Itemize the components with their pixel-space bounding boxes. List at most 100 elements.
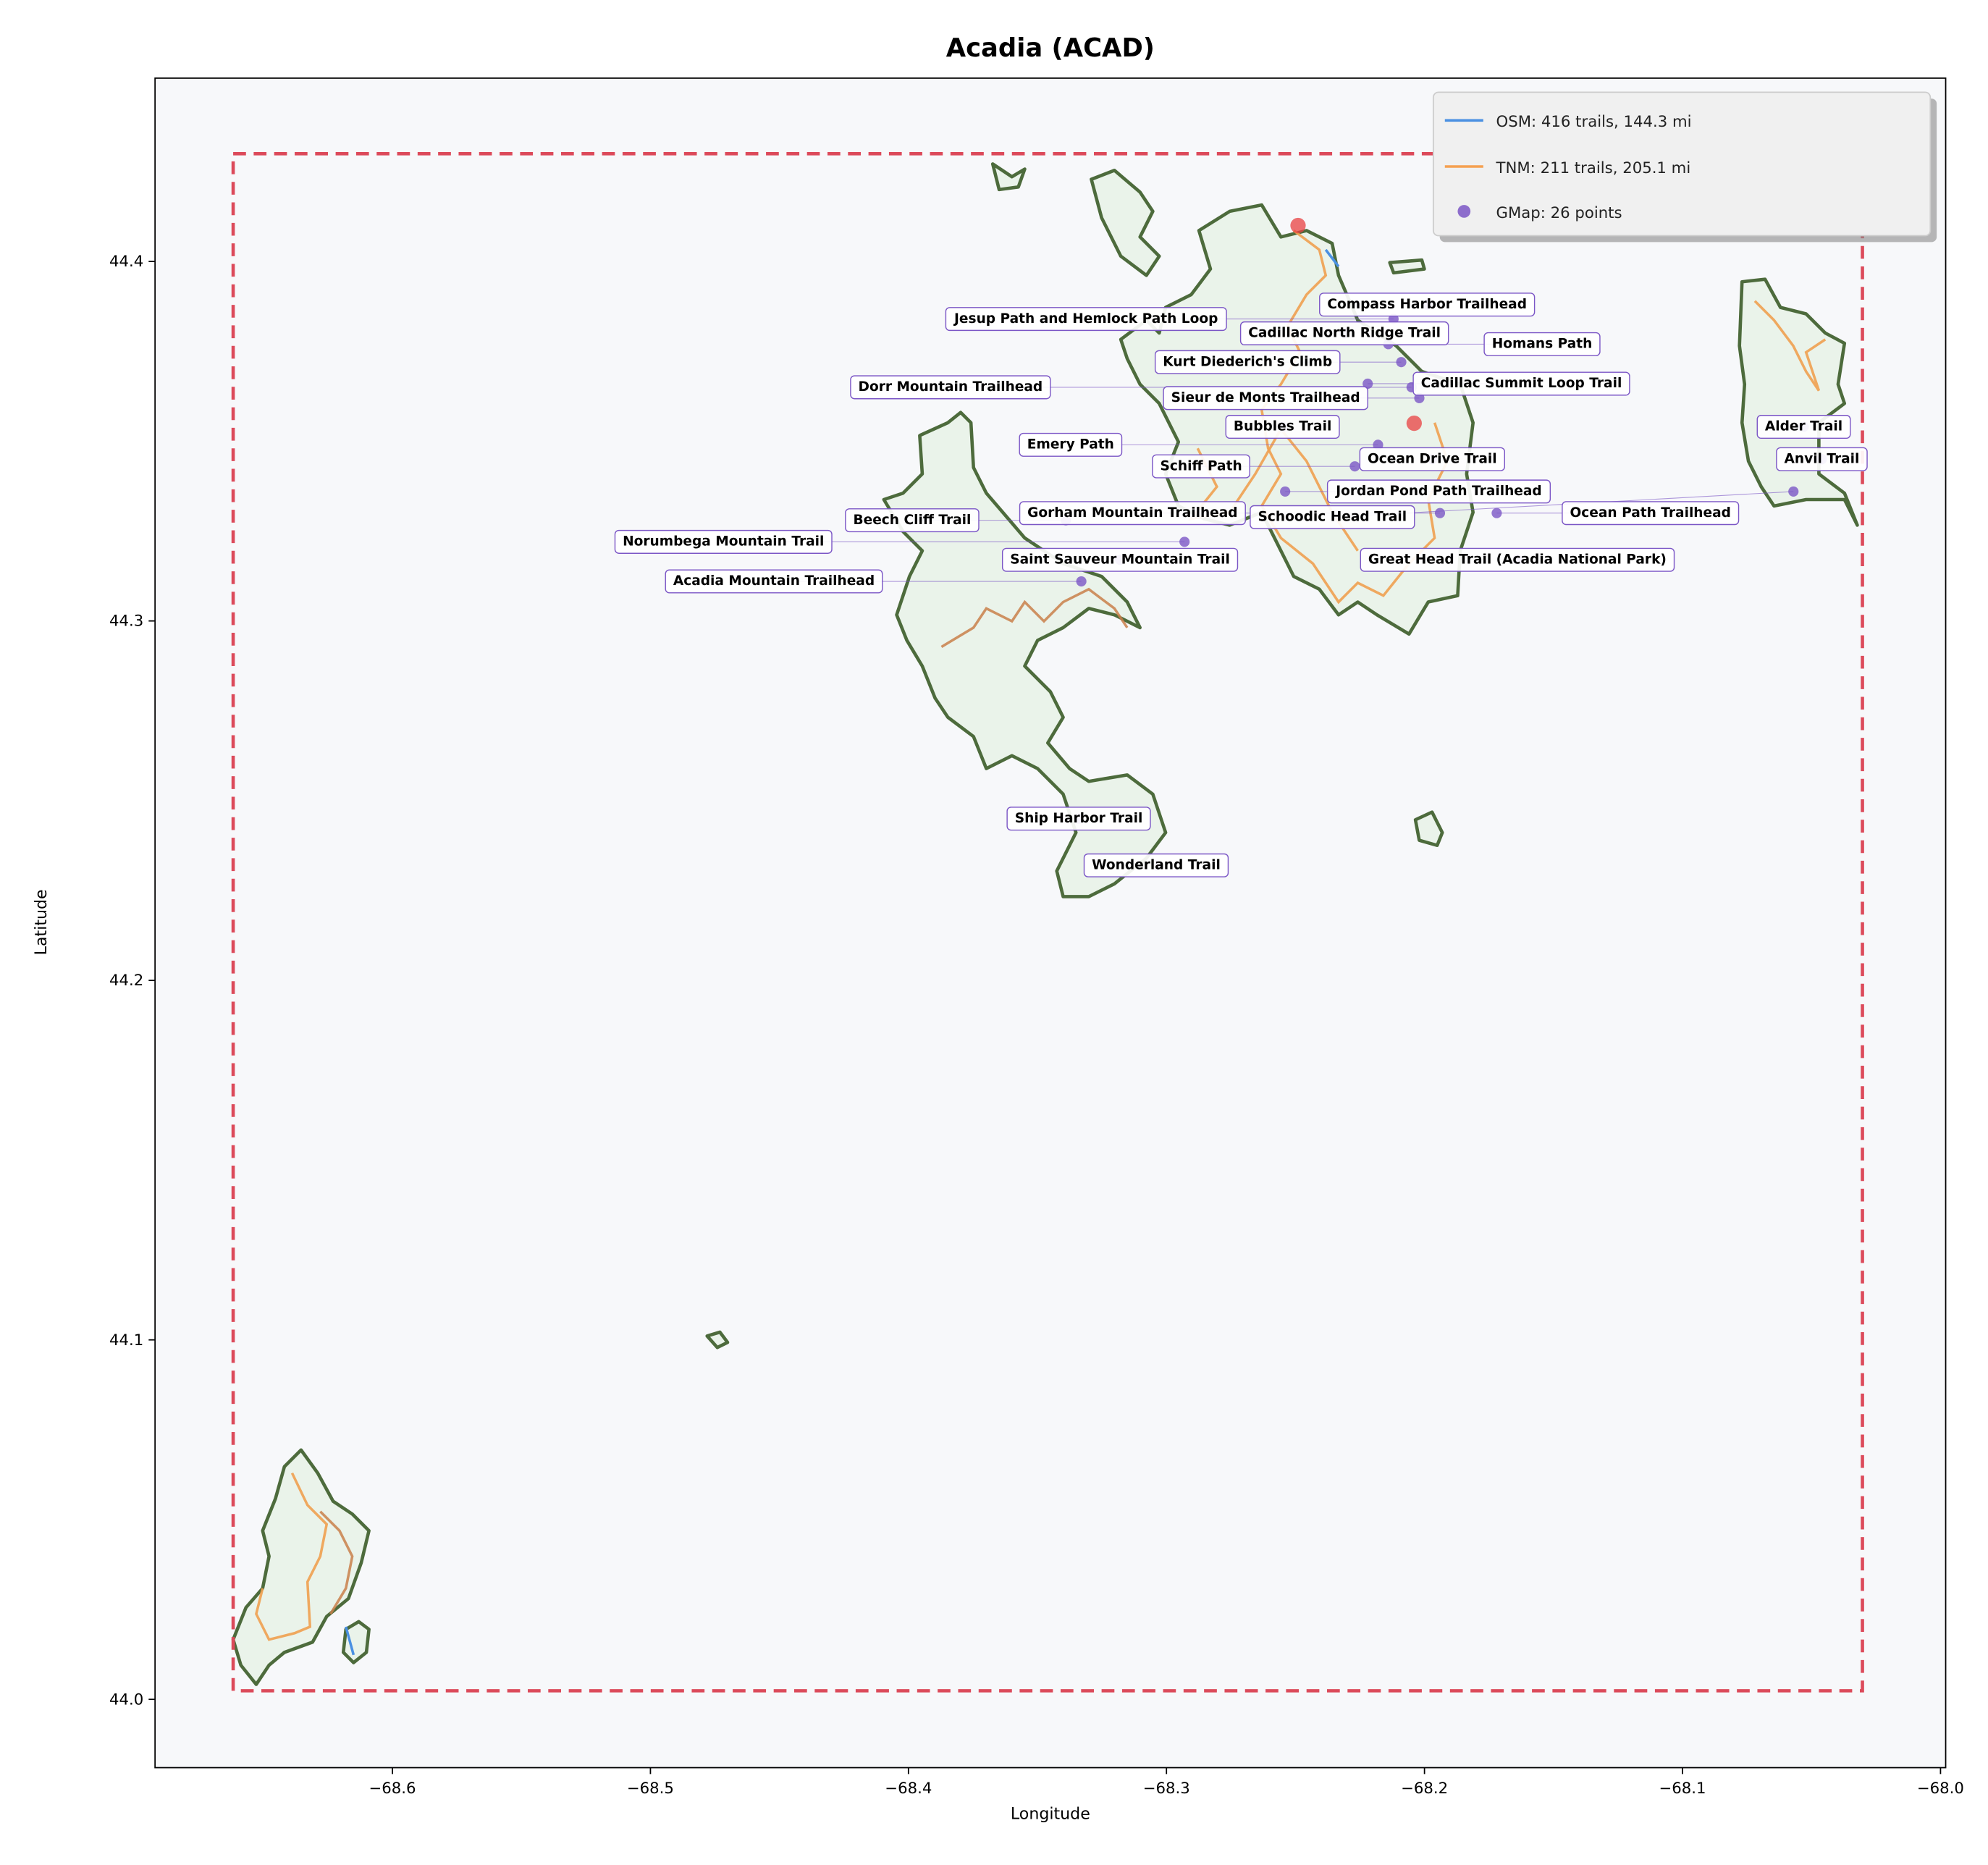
gmap-label: Cadillac Summit Loop Trail	[1412, 371, 1630, 396]
x-tick-label: −68.2	[1401, 1780, 1448, 1798]
legend-osm-label: OSM: 416 trails, 144.3 mi	[1496, 113, 1692, 131]
gmap-label-text: Acadia Mountain Trailhead	[673, 573, 875, 589]
gmap-label: Jordan Pond Path Trailhead	[1326, 479, 1551, 504]
highlight-point	[1290, 217, 1306, 234]
gmap-label-box	[1562, 501, 1740, 526]
gmap-label: Great Head Trail (Acadia National Park)	[1360, 547, 1675, 572]
gmap-label: Wonderland Trail	[1083, 853, 1229, 877]
y-tick-label: 44.2	[109, 972, 143, 990]
gmap-label: Dorr Mountain Trailhead	[850, 375, 1051, 400]
legend-tnm-label: TNM: 211 trails, 205.1 mi	[1496, 159, 1691, 177]
gmap-label-box	[845, 508, 980, 533]
x-tick-label: −68.1	[1659, 1780, 1706, 1798]
gmap-label-box	[1006, 807, 1151, 831]
gmap-label-text: Beech Cliff Trail	[853, 513, 971, 528]
park-boundary-schoodic	[1738, 277, 1859, 527]
gmap-label: Norumbega Mountain Trail	[614, 529, 833, 554]
gmap-label: Acadia Mountain Trailhead	[665, 569, 883, 594]
gmap-label: Ocean Path Trailhead	[1562, 501, 1740, 526]
tnm-trail-line	[1753, 300, 1827, 392]
x-tick-label: −68.6	[369, 1780, 416, 1798]
gmap-labels: Compass Harbor Trailhead Jesup Path and H…	[614, 292, 1868, 877]
gmap-label: Schoodic Head Trail	[1250, 505, 1415, 529]
gmap-label-box	[1360, 547, 1675, 572]
y-axis: 44.0 44.1 44.2 44.3 44.4	[109, 253, 156, 1709]
legend: OSM: 416 trails, 144.3 mi TNM: 211 trail…	[1432, 91, 1937, 243]
gmap-label: Sieur de Monts Trailhead	[1163, 386, 1368, 411]
park-boundary-islet	[705, 1330, 730, 1350]
gmap-label: Kurt Diederich's Climb	[1154, 350, 1341, 374]
osm-trail-line	[1324, 248, 1340, 268]
tnm-trail-line	[1188, 426, 1359, 552]
gmap-label-box	[850, 375, 1051, 400]
gmap-label-text: Dorr Mountain Trailhead	[859, 379, 1043, 395]
gmap-label: Schiff Path	[1152, 454, 1250, 479]
gmap-label: Jesup Path and Hemlock Path Loop	[945, 307, 1227, 332]
gmap-label: Emery Path	[1019, 432, 1123, 457]
gmap-label-text: Schoodic Head Trail	[1258, 509, 1407, 524]
legend-box	[1432, 91, 1932, 237]
gmap-label-box	[1152, 454, 1250, 479]
highlight-points	[1290, 217, 1422, 431]
park-boundary-islet	[1388, 258, 1426, 275]
legend-gmap-swatch	[1457, 205, 1471, 218]
gmap-label-text: Ocean Drive Trail	[1368, 451, 1497, 466]
chart-title: Acadia (ACAD)	[946, 33, 1155, 63]
gmap-label-text: Cadillac Summit Loop Trail	[1421, 376, 1622, 391]
osm-trail-line	[345, 1626, 355, 1656]
gmap-label-box	[614, 529, 833, 554]
plot-area	[155, 77, 1946, 1768]
gmap-label-box	[665, 569, 883, 594]
gmap-label: Ship Harbor Trail	[1006, 807, 1151, 831]
tnm-trail-line	[319, 1510, 354, 1615]
gmap-label: Homans Path	[1483, 332, 1601, 356]
park-boundary-islet	[1090, 169, 1161, 277]
y-tick-label: 44.3	[109, 612, 143, 631]
highlight-point	[1406, 415, 1422, 431]
x-tick-label: −68.0	[1917, 1780, 1964, 1798]
park-boundary-islet	[1413, 810, 1444, 847]
gmap-label-box	[1225, 415, 1340, 439]
gmap-label-text: Cadillac North Ridge Trail	[1248, 326, 1441, 341]
gmap-label-text: Saint Sauveur Mountain Trail	[1010, 552, 1230, 567]
gmap-label-text: Emery Path	[1027, 437, 1114, 452]
gmap-label: Alder Trail	[1756, 415, 1851, 439]
gmap-label-box	[1359, 447, 1505, 471]
gmap-label-text: Anvil Trail	[1785, 451, 1860, 466]
gmap-label-text: Alder Trail	[1765, 419, 1842, 434]
gmap-label-text: Sieur de Monts Trailhead	[1171, 390, 1360, 405]
bounding-box	[231, 152, 1864, 1693]
gmap-label-box	[1001, 547, 1239, 572]
gmap-label-text: Wonderland Trail	[1092, 857, 1221, 872]
gmap-label-text: Kurt Diederich's Climb	[1163, 354, 1332, 369]
gmap-label-box	[945, 307, 1227, 332]
gmap-label-box	[1776, 447, 1868, 471]
gmap-label-text: Compass Harbor Trailhead	[1327, 297, 1527, 312]
x-tick-label: −68.5	[627, 1780, 674, 1798]
gmap-label-box	[1163, 386, 1368, 411]
gmap-label-text: Ocean Path Trailhead	[1570, 505, 1731, 521]
park-boundary-mdi-west	[882, 411, 1168, 898]
gmap-label-box	[1250, 505, 1415, 529]
x-tick-label: −68.4	[885, 1780, 932, 1798]
gmap-label-box	[1412, 371, 1630, 396]
gmap-label-box	[1019, 432, 1123, 457]
y-tick-label: 44.1	[109, 1331, 143, 1350]
gmap-label-box	[1756, 415, 1851, 439]
gmap-label-box	[1319, 292, 1536, 317]
park-boundary-isle-au-haut	[231, 1448, 371, 1686]
gmap-label: Bubbles Trail	[1225, 415, 1340, 439]
park-boundary-islet	[990, 162, 1027, 192]
y-axis-label: Latitude	[32, 889, 51, 955]
gmap-label-text: Great Head Trail (Acadia National Park)	[1368, 552, 1667, 567]
gmap-label-text: Norumbega Mountain Trail	[623, 534, 824, 550]
gmap-label-box	[1483, 332, 1601, 356]
gmap-label-text: Ship Harbor Trail	[1015, 811, 1143, 826]
y-tick-label: 44.0	[109, 1691, 143, 1709]
park-boundary-islet	[341, 1620, 371, 1664]
gmap-label-text: Schiff Path	[1160, 458, 1242, 473]
tnm-trail-line	[255, 1472, 329, 1641]
gmap-label-box	[1083, 853, 1229, 877]
gmap-label-box	[1019, 501, 1246, 526]
